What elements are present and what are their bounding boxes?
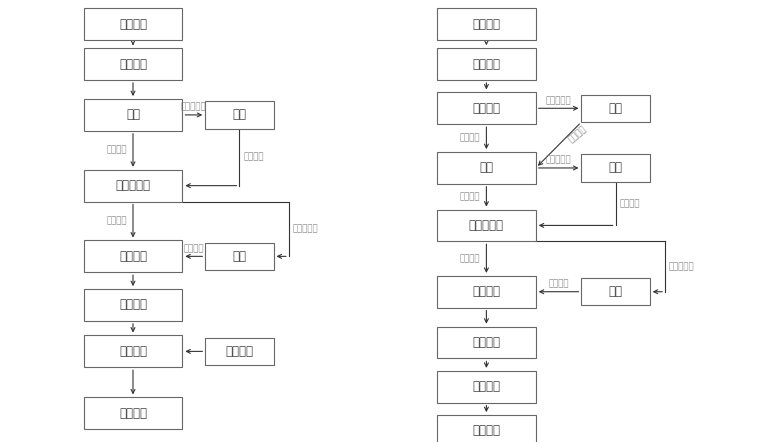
Text: 验收合格: 验收合格 (460, 254, 480, 263)
Bar (205, 101, 274, 129)
Bar (437, 210, 536, 241)
Text: 下一循环: 下一循环 (119, 407, 147, 420)
Text: 炮后观察: 炮后观察 (473, 380, 500, 393)
Text: 装药、联网: 装药、联网 (116, 179, 150, 192)
Text: 补孔: 补孔 (609, 161, 622, 175)
Bar (84, 170, 182, 202)
Text: 装药、联网: 装药、联网 (469, 219, 504, 232)
Text: 整改: 整改 (609, 102, 622, 115)
Bar (84, 397, 182, 429)
Text: 验收不合格: 验收不合格 (546, 156, 572, 164)
Text: 整改: 整改 (233, 250, 246, 263)
Bar (205, 338, 274, 365)
Text: 通风散烟: 通风散烟 (473, 336, 500, 349)
Text: 钻孔: 钻孔 (126, 108, 140, 122)
Text: 样架搭设: 样架搭设 (473, 102, 500, 115)
Bar (84, 335, 182, 367)
Text: 放线布孔: 放线布孔 (473, 57, 500, 71)
Text: 验收合格: 验收合格 (106, 146, 127, 155)
Text: 整改: 整改 (609, 285, 622, 298)
Text: 验收合格: 验收合格 (619, 199, 640, 208)
Bar (84, 48, 182, 80)
Text: 通风散烟: 通风散烟 (119, 298, 147, 312)
Text: 警戒爆破: 警戒爆破 (473, 285, 500, 298)
Bar (581, 95, 650, 122)
Text: 验收合格: 验收合格 (567, 124, 588, 144)
Text: 警戒爆破: 警戒爆破 (119, 250, 147, 263)
Text: 补孔: 补孔 (233, 108, 246, 122)
Bar (437, 371, 536, 403)
Bar (581, 154, 650, 182)
Text: 验收不合格: 验收不合格 (546, 96, 572, 105)
Text: 验收合格: 验收合格 (106, 217, 127, 225)
Text: 验收不合格: 验收不合格 (669, 262, 695, 271)
Text: 验收不合格: 验收不合格 (293, 225, 318, 233)
Bar (437, 48, 536, 80)
Bar (84, 99, 182, 131)
Text: 验收合格: 验收合格 (243, 152, 264, 162)
Bar (581, 278, 650, 305)
Text: 放线布孔: 放线布孔 (119, 57, 147, 71)
Text: 排险出渣: 排险出渣 (119, 345, 147, 358)
Text: 反铲扒面: 反铲扒面 (473, 18, 500, 31)
Bar (437, 327, 536, 358)
Text: 验收不合格: 验收不合格 (181, 103, 207, 111)
Bar (84, 240, 182, 272)
Bar (437, 152, 536, 184)
Text: 反铲扒面: 反铲扒面 (119, 18, 147, 31)
Text: 钻孔: 钻孔 (480, 161, 493, 175)
Bar (437, 8, 536, 40)
Text: 验收合格: 验收合格 (184, 244, 204, 253)
Bar (437, 415, 536, 442)
Text: 调整优化: 调整优化 (473, 424, 500, 438)
Text: 临时支护: 临时支护 (226, 345, 253, 358)
Bar (437, 92, 536, 124)
Bar (437, 276, 536, 308)
Text: 验收合格: 验收合格 (460, 133, 480, 143)
Bar (205, 243, 274, 270)
Text: 验收合格: 验收合格 (549, 279, 568, 288)
Text: 验收合格: 验收合格 (460, 192, 480, 201)
Bar (84, 8, 182, 40)
Bar (84, 289, 182, 321)
